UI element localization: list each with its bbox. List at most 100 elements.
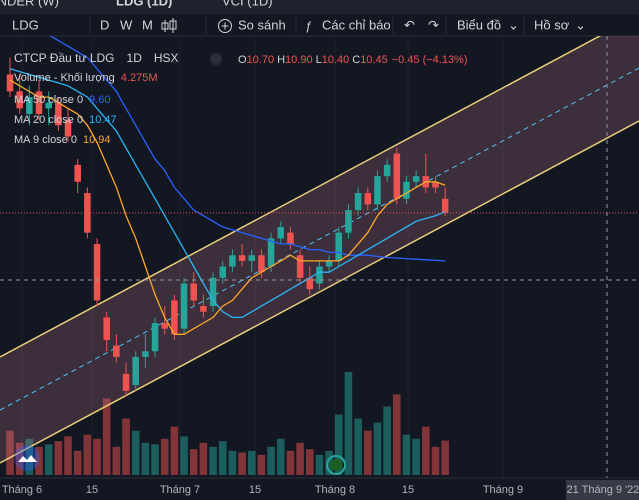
profile-menu[interactable]: Hồ sơ	[534, 17, 570, 32]
volume-bar	[199, 442, 208, 475]
candle-body	[16, 91, 23, 109]
candle-body	[403, 181, 410, 199]
interval[interactable]: W	[120, 17, 133, 32]
volume-bar	[257, 454, 266, 475]
l-label: L	[316, 54, 322, 66]
volume-name: Volume - Khối lượng	[14, 72, 115, 84]
volume-bar	[228, 450, 237, 475]
candle-body	[287, 232, 294, 244]
c-value: 10.45	[360, 54, 388, 66]
indicators-label[interactable]: Các chỉ báo	[322, 17, 391, 32]
l-value: 10.40	[322, 54, 350, 66]
candle-body	[316, 266, 323, 284]
x-tick-label: 15	[86, 484, 98, 496]
candle-body	[219, 266, 226, 278]
channel-middle	[0, 67, 639, 411]
compare-button[interactable]: So sánh	[218, 17, 286, 33]
candle-body	[132, 356, 139, 386]
volume-bar	[189, 449, 198, 475]
candle-body	[142, 351, 149, 357]
channel-upper	[0, 36, 602, 358]
volume-bar	[102, 398, 111, 475]
ma-name: MA 20 close 0	[14, 114, 83, 126]
interval: 1D	[127, 51, 143, 65]
ma-legend: MA 50 close 0 9.60 MA 20 close 0 10.47 MA 9 …	[14, 94, 117, 146]
indicators-icon[interactable]: ƒ	[305, 19, 312, 33]
chevron[interactable]: ⌄	[508, 17, 519, 32]
x-tick-label: 15	[249, 484, 261, 496]
compare-label[interactable]: So sánh	[238, 17, 286, 32]
symbol[interactable]: LDG	[12, 17, 39, 32]
candle-body	[200, 306, 207, 312]
x-tick-label: Tháng 6	[2, 484, 42, 496]
volume-bar	[170, 426, 179, 475]
volume-bar	[344, 371, 353, 475]
candle-body	[393, 153, 401, 199]
volume-bar	[151, 444, 159, 475]
tab-bar	[0, 0, 639, 14]
candle-body	[35, 91, 43, 115]
volume-legend: Volume - Khối lượng 4.275M	[14, 72, 158, 84]
candle-body	[412, 176, 420, 182]
volume-bar	[383, 406, 391, 475]
candle-body	[6, 74, 14, 92]
candle-body	[296, 255, 304, 278]
price-layer	[6, 36, 449, 397]
ma-line	[9, 68, 446, 319]
ohlc-row: O10.70 H10.90 L10.40 C10.45 −0.45 (−4.13%)	[238, 54, 468, 66]
volume-bar	[93, 438, 101, 475]
volume-bar	[267, 446, 275, 475]
volume-bar	[180, 436, 188, 475]
chart-type-icon[interactable]	[161, 18, 177, 33]
tab[interactable]: VCI (1D)	[222, 0, 273, 8]
volume-layer	[6, 371, 449, 475]
candle-body	[26, 97, 33, 115]
interval[interactable]: M	[142, 17, 153, 32]
ma-value: 9.60	[89, 94, 110, 106]
candle-body	[45, 102, 52, 109]
h-value: 10.90	[285, 54, 313, 66]
candle-body	[306, 277, 314, 290]
legend-row: CTCP Đầu tư LDG 1D HSX	[14, 51, 179, 65]
ma-value: 10.94	[83, 134, 111, 146]
redo[interactable]: ↷	[428, 17, 439, 32]
chevron[interactable]: ⌄	[575, 17, 586, 32]
channel-lower	[0, 120, 639, 464]
volume-bar	[305, 449, 314, 475]
tab[interactable]: LDG (1D)	[116, 0, 172, 8]
event-marker[interactable]	[326, 455, 346, 475]
volume-bar	[363, 430, 372, 475]
volume-bar	[209, 446, 217, 475]
volume-bar	[325, 450, 333, 475]
volume-bar	[160, 438, 169, 475]
x-tick-label: Tháng 8	[315, 484, 355, 496]
candle-body	[74, 164, 81, 182]
volume-bar	[441, 440, 449, 475]
candle-body	[277, 226, 285, 239]
tab[interactable]: INDER (W)	[0, 0, 59, 8]
crosshair-date: 21 Tháng 9 '22	[567, 484, 639, 496]
x-axis	[0, 478, 639, 500]
volume-bar	[431, 446, 440, 475]
candle-body	[209, 277, 217, 307]
candle-body	[432, 181, 439, 188]
volume-bar	[354, 418, 362, 475]
volume-bar	[141, 442, 150, 475]
chart-menu[interactable]: Biểu đồ	[457, 17, 501, 32]
undo[interactable]: ↶	[404, 17, 415, 32]
candle-body	[55, 102, 62, 126]
change-pct: (−4.13%)	[423, 54, 468, 66]
interval[interactable]: D	[100, 17, 109, 32]
x-tick-label: Tháng 7	[160, 484, 200, 496]
x-tick-label: Tháng 9	[483, 484, 523, 496]
volume-bar	[218, 441, 227, 475]
candle-body	[383, 164, 391, 177]
ma-legend-row: MA 50 close 0 9.60	[14, 94, 111, 106]
crosshair-date-box	[566, 480, 639, 500]
ma-name: MA 50 close 0	[14, 94, 83, 106]
volume-bar	[44, 444, 53, 475]
ma-line	[49, 36, 446, 262]
cloud-button[interactable]	[14, 445, 40, 471]
event-marker-fill	[330, 459, 342, 471]
